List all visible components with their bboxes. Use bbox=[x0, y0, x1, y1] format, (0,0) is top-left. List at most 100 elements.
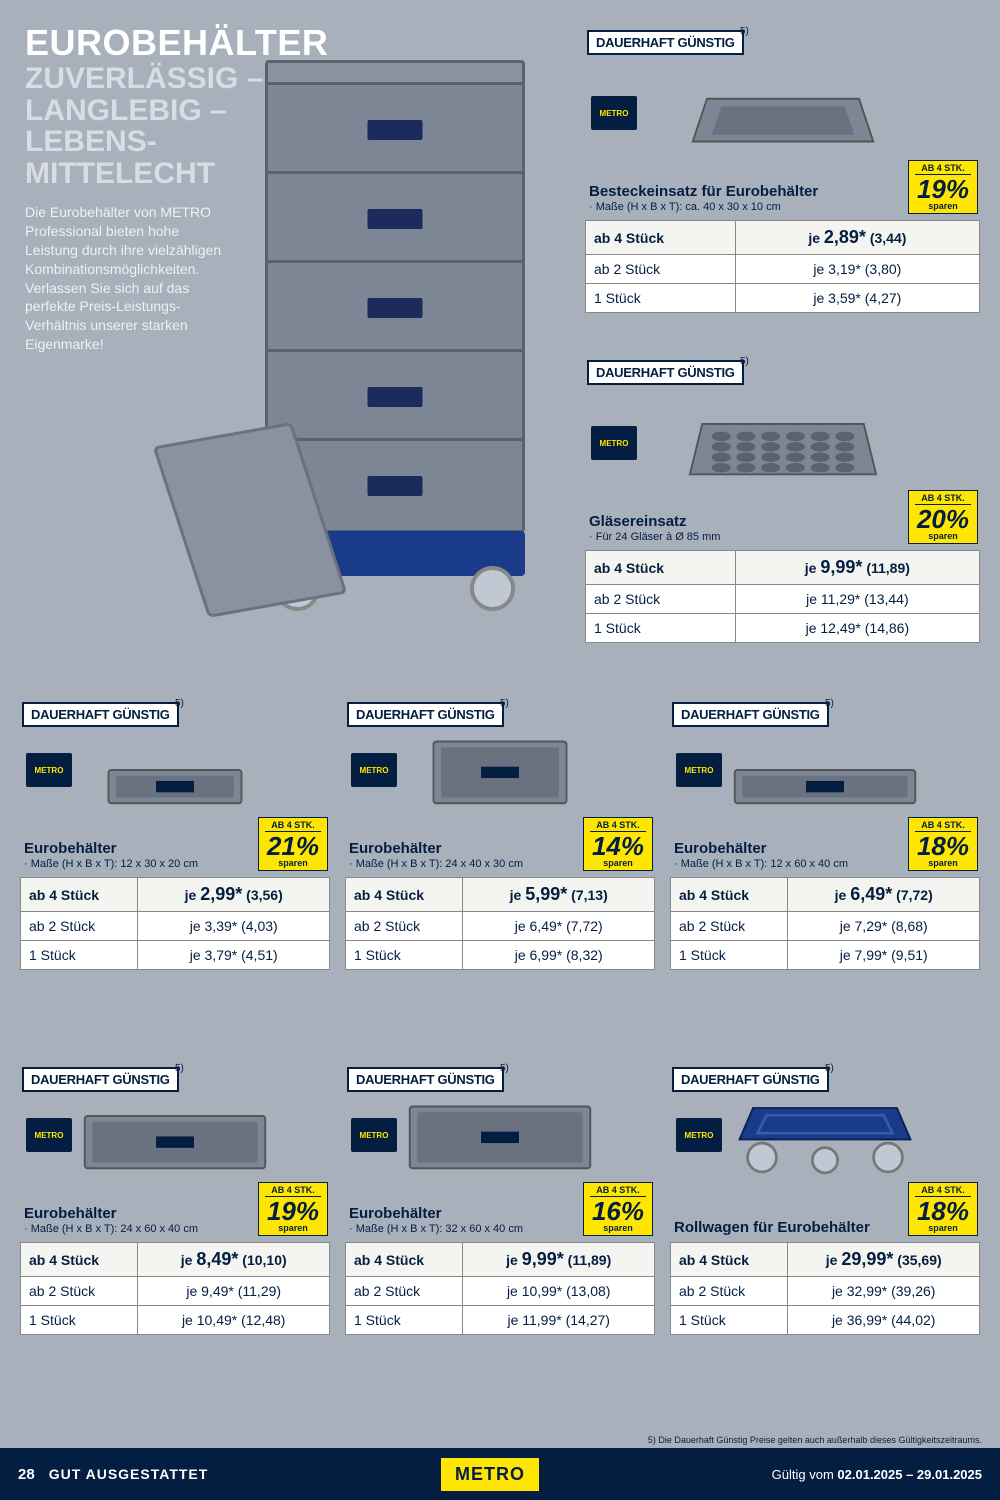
product-card: DAUERHAFT GÜNSTIG 5) METRO Rollwagen für… bbox=[670, 1065, 980, 1335]
product-card: DAUERHAFT GÜNSTIG 5) METRO Eurobehälter … bbox=[20, 1065, 330, 1335]
metro-chip-icon: METRO bbox=[26, 1118, 72, 1152]
metro-chip-icon: METRO bbox=[591, 426, 637, 460]
metro-chip-icon: METRO bbox=[676, 1118, 722, 1152]
guenstig-badge: DAUERHAFT GÜNSTIG bbox=[22, 1067, 179, 1092]
qty-label: ab 2 Stück bbox=[21, 912, 138, 941]
price-cell: je 2,99* (3,56) bbox=[138, 878, 330, 912]
price-table: ab 4 Stück je 29,99* (35,69) ab 2 Stück … bbox=[670, 1242, 980, 1335]
qty-label: ab 4 Stück bbox=[586, 551, 736, 585]
price-cell: je 3,59* (4,27) bbox=[735, 284, 979, 313]
price-cell: je 29,99* (35,69) bbox=[788, 1243, 980, 1277]
product-image: DAUERHAFT GÜNSTIG 5) METRO bbox=[20, 1065, 330, 1180]
product-detail: · Maße (H x B x T): 24 x 40 x 30 cm bbox=[349, 858, 583, 871]
product-card: DAUERHAFT GÜNSTIG 5) METRO Eurobehälter … bbox=[20, 700, 330, 970]
guenstig-badge: DAUERHAFT GÜNSTIG bbox=[587, 30, 744, 55]
qty-label: ab 2 Stück bbox=[346, 912, 463, 941]
guenstig-badge: DAUERHAFT GÜNSTIG bbox=[347, 702, 504, 727]
price-cell: je 10,99* (13,08) bbox=[463, 1277, 655, 1306]
qty-label: 1 Stück bbox=[671, 1306, 788, 1335]
product-image: DAUERHAFT GÜNSTIG 5) METRO bbox=[345, 1065, 655, 1180]
footnote-marker: 5) bbox=[740, 26, 749, 37]
hero-description: Die Eurobehälter von METRO Professional … bbox=[25, 203, 235, 354]
qty-label: 1 Stück bbox=[21, 1306, 138, 1335]
product-name: Eurobehälter bbox=[674, 841, 908, 858]
product-info: Gläsereinsatz · Für 24 Gläser à Ø 85 mm … bbox=[585, 488, 980, 550]
qty-label: ab 4 Stück bbox=[586, 221, 736, 255]
price-cell: je 11,29* (13,44) bbox=[735, 585, 979, 614]
guenstig-badge: DAUERHAFT GÜNSTIG bbox=[347, 1067, 504, 1092]
product-detail: · Maße (H x B x T): 24 x 60 x 40 cm bbox=[24, 1223, 258, 1236]
price-table: ab 4 Stück je 8,49* (10,10) ab 2 Stück j… bbox=[20, 1242, 330, 1335]
metro-chip-icon: METRO bbox=[351, 1118, 397, 1152]
price-cell: je 9,49* (11,29) bbox=[138, 1277, 330, 1306]
price-cell: je 8,49* (10,10) bbox=[138, 1243, 330, 1277]
product-card: DAUERHAFT GÜNSTIG 5) METRO Eurobehälter … bbox=[345, 700, 655, 970]
qty-label: 1 Stück bbox=[346, 941, 463, 970]
price-cell: je 7,29* (8,68) bbox=[788, 912, 980, 941]
price-cell: je 5,99* (7,13) bbox=[463, 878, 655, 912]
price-cell: je 32,99* (39,26) bbox=[788, 1277, 980, 1306]
footnote-marker: 5) bbox=[175, 698, 184, 709]
price-table: ab 4 Stück je 9,99* (11,89) ab 2 Stück j… bbox=[585, 550, 980, 643]
product-image: DAUERHAFT GÜNSTIG 5) METRO bbox=[585, 28, 980, 158]
product-detail: · Für 24 Gläser à Ø 85 mm bbox=[589, 531, 908, 544]
price-table: ab 4 Stück je 9,99* (11,89) ab 2 Stück j… bbox=[345, 1242, 655, 1335]
qty-label: ab 2 Stück bbox=[586, 585, 736, 614]
product-image: DAUERHAFT GÜNSTIG 5) METRO bbox=[345, 700, 655, 815]
guenstig-badge: DAUERHAFT GÜNSTIG bbox=[672, 702, 829, 727]
qty-label: ab 2 Stück bbox=[671, 912, 788, 941]
price-cell: je 6,49* (7,72) bbox=[788, 878, 980, 912]
price-cell: je 9,99* (11,89) bbox=[735, 551, 979, 585]
product-name: Rollwagen für Eurobehälter bbox=[674, 1220, 908, 1237]
price-table: ab 4 Stück je 2,89* (3,44) ab 2 Stück je… bbox=[585, 220, 980, 313]
price-cell: je 2,89* (3,44) bbox=[735, 221, 979, 255]
qty-label: ab 4 Stück bbox=[21, 1243, 138, 1277]
product-name: Eurobehälter bbox=[24, 1206, 258, 1223]
price-cell: je 3,79* (4,51) bbox=[138, 941, 330, 970]
qty-label: 1 Stück bbox=[586, 284, 736, 313]
qty-label: ab 4 Stück bbox=[671, 878, 788, 912]
product-detail: · Maße (H x B x T): 12 x 60 x 40 cm bbox=[674, 858, 908, 871]
product-info: Besteckeinsatz für Eurobehälter · Maße (… bbox=[585, 158, 980, 220]
guenstig-badge: DAUERHAFT GÜNSTIG bbox=[587, 360, 744, 385]
qty-label: ab 2 Stück bbox=[346, 1277, 463, 1306]
qty-label: 1 Stück bbox=[671, 941, 788, 970]
footer-section: GUT AUSGESTATTET bbox=[49, 1466, 209, 1482]
product-name: Eurobehälter bbox=[349, 1206, 583, 1223]
guenstig-badge: DAUERHAFT GÜNSTIG bbox=[672, 1067, 829, 1092]
price-cell: je 3,39* (4,03) bbox=[138, 912, 330, 941]
product-image: DAUERHAFT GÜNSTIG 5) METRO bbox=[20, 700, 330, 815]
guenstig-badge: DAUERHAFT GÜNSTIG bbox=[22, 702, 179, 727]
qty-label: ab 4 Stück bbox=[346, 1243, 463, 1277]
price-cell: je 3,19* (3,80) bbox=[735, 255, 979, 284]
savings-badge: AB 4 STK. 20% sparen bbox=[908, 490, 978, 544]
savings-badge: AB 4 STK. 19% sparen bbox=[908, 160, 978, 214]
savings-badge: AB 4 STK. 21% sparen bbox=[258, 817, 328, 871]
footer: 28 GUT AUSGESTATTET METRO Gültig vom 02.… bbox=[0, 1448, 1000, 1500]
product-card: DAUERHAFT GÜNSTIG 5) METRO Besteckeinsat… bbox=[585, 28, 980, 313]
qty-label: 1 Stück bbox=[21, 941, 138, 970]
product-detail: · Maße (H x B x T): ca. 40 x 30 x 10 cm bbox=[589, 201, 908, 214]
product-image: DAUERHAFT GÜNSTIG 5) METRO bbox=[670, 700, 980, 815]
product-name: Eurobehälter bbox=[349, 841, 583, 858]
footnote-marker: 5) bbox=[740, 356, 749, 367]
product-info: Eurobehälter · Maße (H x B x T): 12 x 60… bbox=[670, 815, 980, 877]
product-name: Gläsereinsatz bbox=[589, 514, 908, 531]
metro-chip-icon: METRO bbox=[351, 753, 397, 787]
product-card: DAUERHAFT GÜNSTIG 5) METRO Eurobehälter … bbox=[670, 700, 980, 970]
qty-label: 1 Stück bbox=[586, 614, 736, 643]
product-image: DAUERHAFT GÜNSTIG 5) METRO bbox=[670, 1065, 980, 1180]
footnote-marker: 5) bbox=[825, 698, 834, 709]
footnote-marker: 5) bbox=[175, 1063, 184, 1074]
qty-label: ab 4 Stück bbox=[671, 1243, 788, 1277]
product-info: Eurobehälter · Maße (H x B x T): 12 x 30… bbox=[20, 815, 330, 877]
product-info: Rollwagen für Eurobehälter AB 4 STK. 18%… bbox=[670, 1180, 980, 1242]
price-table: ab 4 Stück je 2,99* (3,56) ab 2 Stück je… bbox=[20, 877, 330, 970]
product-card: DAUERHAFT GÜNSTIG 5) METRO Gläsereinsatz… bbox=[585, 358, 980, 643]
product-name: Eurobehälter bbox=[24, 841, 258, 858]
validity: Gültig vom 02.01.2025 – 29.01.2025 bbox=[772, 1467, 982, 1482]
price-table: ab 4 Stück je 5,99* (7,13) ab 2 Stück je… bbox=[345, 877, 655, 970]
savings-badge: AB 4 STK. 14% sparen bbox=[583, 817, 653, 871]
footnote-marker: 5) bbox=[825, 1063, 834, 1074]
savings-badge: AB 4 STK. 19% sparen bbox=[258, 1182, 328, 1236]
